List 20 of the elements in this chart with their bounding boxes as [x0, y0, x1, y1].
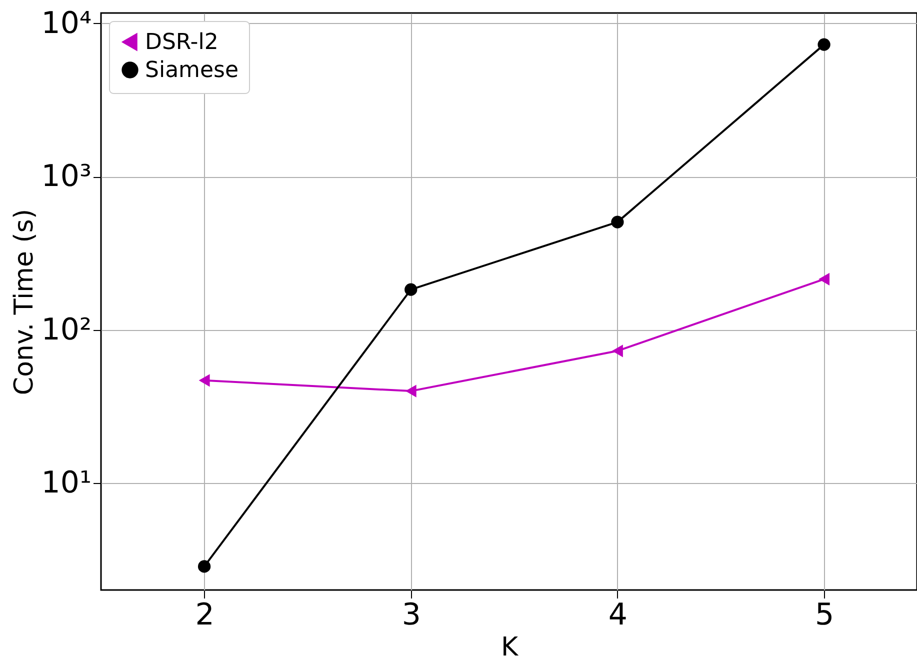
legend-label: DSR-l2 [145, 30, 218, 55]
point [198, 560, 211, 573]
y-tick-label: 10¹ [41, 465, 92, 500]
point [404, 283, 418, 296]
point [612, 344, 623, 358]
legend-label: Siamese [145, 58, 239, 83]
x-tick-label: 5 [814, 598, 834, 632]
point [818, 38, 830, 51]
x-axis-title: K [500, 632, 519, 662]
point [405, 384, 416, 398]
y-axis-title: Conv. Time (s) [9, 208, 40, 396]
y-tick-label: 10³ [41, 159, 92, 194]
point [198, 374, 210, 387]
y-tick-label: 10² [41, 312, 92, 348]
point [611, 216, 624, 228]
point [818, 272, 830, 286]
y-tick-label: 10⁴ [41, 6, 92, 41]
x-tick-label: 3 [402, 598, 421, 632]
x-tick-label: 4 [608, 598, 628, 632]
x-tick-label: 2 [195, 598, 214, 632]
